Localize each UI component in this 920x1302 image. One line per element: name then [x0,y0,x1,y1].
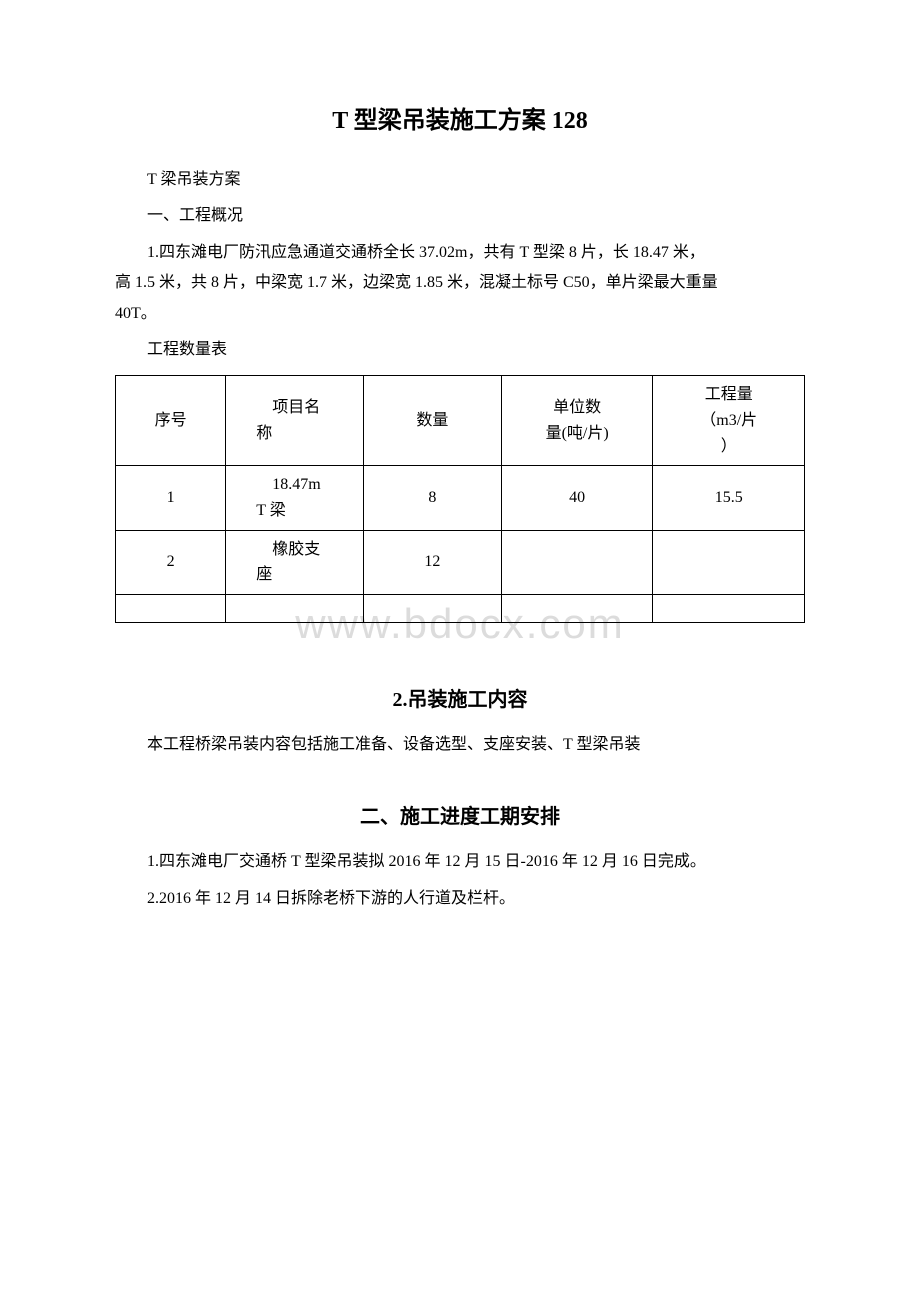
header-project-name: 项目名 称 [226,376,364,466]
cell-empty [653,594,805,622]
cell-vol [653,530,805,594]
para-plan-name: T 梁吊装方案 [115,165,805,195]
cell-seq: 1 [116,466,226,530]
overview-line1: 1.四东滩电厂防汛应急通道交通桥全长 37.02m，共有 T 型梁 8 片，长 … [115,238,805,268]
para-project-overview: 1.四东滩电厂防汛应急通道交通桥全长 37.02m，共有 T 型梁 8 片，长 … [115,238,805,329]
cell-unit [501,530,653,594]
quantity-table: 序号 项目名 称 数量 单位数 量(吨/片) 工程量 [115,375,805,622]
cell-empty [226,594,364,622]
cell-seq: 2 [116,530,226,594]
overview-line3: 40T。 [115,305,157,322]
section2-title: 2.吊装施工内容 [115,683,805,712]
overview-line2: 高 1.5 米，共 8 片，中梁宽 1.7 米，边梁宽 1.85 米，混凝土标号… [115,274,718,291]
table-header-row: 序号 项目名 称 数量 单位数 量(吨/片) 工程量 [116,376,805,466]
cell-empty [364,594,502,622]
header-quantity: 数量 [364,376,502,466]
cell-name: 18.47m T 梁 [226,466,364,530]
cell-empty [501,594,653,622]
cell-empty [116,594,226,622]
cell-vol: 15.5 [653,466,805,530]
table-row-empty [116,594,805,622]
cell-qty: 8 [364,466,502,530]
para-section1-heading: 一、工程概况 [115,201,805,231]
cell-name: 橡胶支 座 [226,530,364,594]
page-content: T 型梁吊装施工方案 128 T 梁吊装方案 一、工程概况 1.四东滩电厂防汛应… [115,100,805,914]
section3-p1: 1.四东滩电厂交通桥 T 型梁吊装拟 2016 年 12 月 15 日-2016… [115,847,805,877]
table-row: 2 橡胶支 座 12 [116,530,805,594]
document-title: T 型梁吊装施工方案 128 [115,100,805,135]
section2-body: 本工程桥梁吊装内容包括施工准备、设备选型、支座安装、T 型梁吊装 [115,730,805,760]
cell-unit: 40 [501,466,653,530]
cell-qty: 12 [364,530,502,594]
table-row: 1 18.47m T 梁 8 40 15.5 [116,466,805,530]
section3-title: 二、施工进度工期安排 [115,800,805,829]
para-table-caption: 工程数量表 [115,335,805,365]
header-volume: 工程量 （m3/片 ） [653,376,805,466]
header-unit: 单位数 量(吨/片) [501,376,653,466]
section3-p2: 2.2016 年 12 月 14 日拆除老桥下游的人行道及栏杆。 [115,884,805,914]
header-seq: 序号 [116,376,226,466]
